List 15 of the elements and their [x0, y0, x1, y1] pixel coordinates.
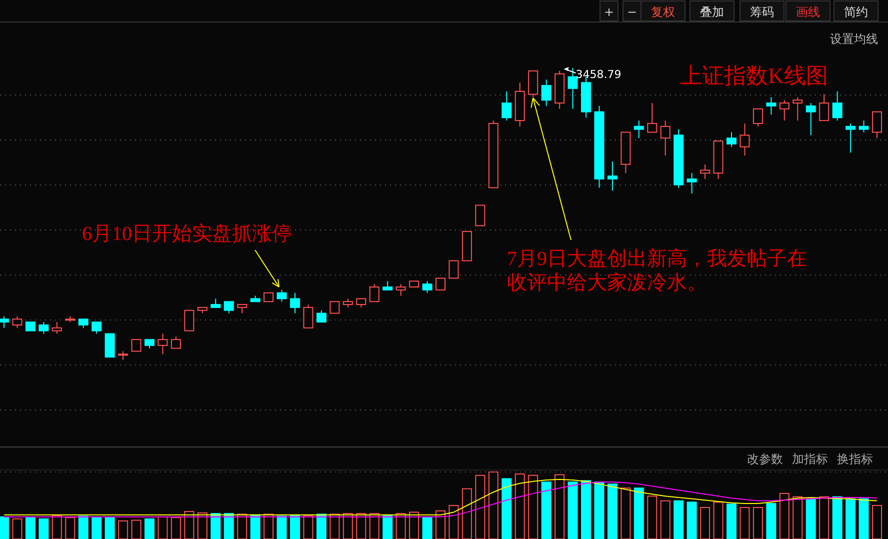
text: 加指标: [792, 452, 828, 466]
text: 筹码: [750, 5, 774, 19]
text: −: [626, 5, 638, 19]
annotation: 6月10日开始实盘抓涨停: [82, 223, 292, 245]
chart-title: 上证指数K线图: [680, 63, 828, 88]
text: 改参数: [747, 452, 783, 466]
text: 设置均线: [830, 32, 878, 46]
text: 复权: [651, 5, 675, 19]
annotation: 7月9日大盘创出新高，我发帖子在收评中给大家泼冷水。: [507, 247, 807, 294]
text: 叠加: [700, 5, 724, 19]
text: +: [604, 5, 614, 19]
annotation: 3458.79: [576, 68, 622, 81]
text: 简约: [844, 5, 868, 19]
text: 换指标: [837, 452, 873, 466]
text: 画线: [796, 5, 820, 19]
